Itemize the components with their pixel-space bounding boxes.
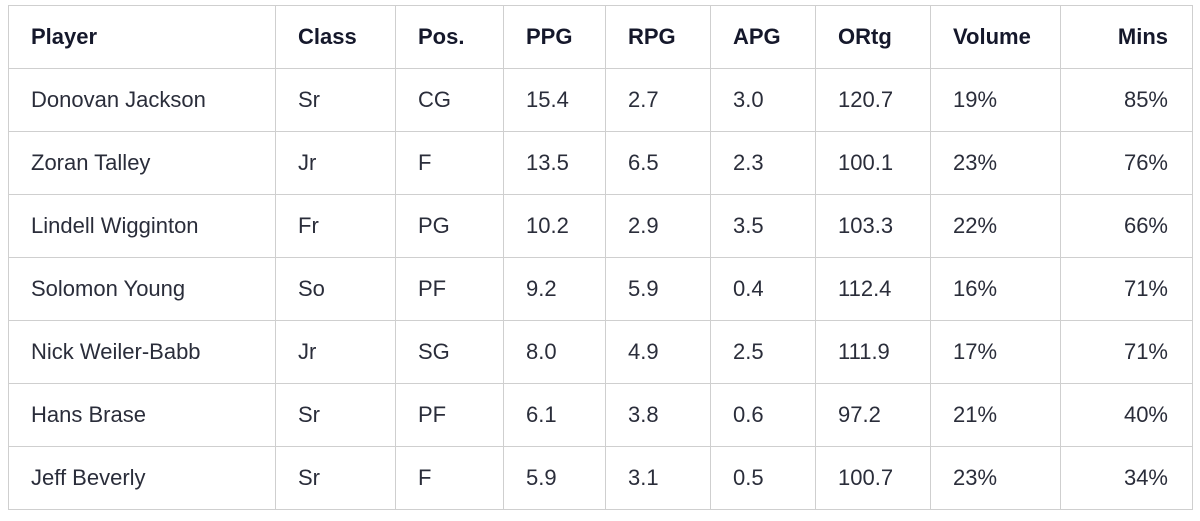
table-cell: 0.6 <box>710 383 816 447</box>
table-cell: 2.3 <box>710 131 816 195</box>
table-row: Solomon Young So PF 9.2 5.9 0.4 112.4 16% 71% <box>8 257 1193 321</box>
table-row: Nick Weiler-Babb Jr SG 8.0 4.9 2.5 111.9 17% 71% <box>8 320 1193 384</box>
table-cell: 3.8 <box>605 383 711 447</box>
table-cell: 112.4 <box>815 257 931 321</box>
table-cell: 3.0 <box>710 68 816 132</box>
table-cell: 34% <box>1060 446 1193 510</box>
table-cell: 120.7 <box>815 68 931 132</box>
table-cell: 15.4 <box>503 68 606 132</box>
table-cell: 71% <box>1060 320 1193 384</box>
table-cell: 5.9 <box>605 257 711 321</box>
table-cell: 97.2 <box>815 383 931 447</box>
table-cell: 0.5 <box>710 446 816 510</box>
table-cell: Sr <box>275 68 396 132</box>
table-cell: Fr <box>275 194 396 258</box>
header-row: Player Class Pos. PPG RPG APG ORtg Volume Mins <box>8 5 1193 69</box>
table-cell: 4.9 <box>605 320 711 384</box>
table-cell: So <box>275 257 396 321</box>
table-cell: F <box>395 131 504 195</box>
header-cell: Volume <box>930 5 1061 69</box>
table-cell: 0.4 <box>710 257 816 321</box>
header-cell: RPG <box>605 5 711 69</box>
table-row: Hans Brase Sr PF 6.1 3.8 0.6 97.2 21% 40% <box>8 383 1193 447</box>
table-cell: Jr <box>275 131 396 195</box>
table-cell: 22% <box>930 194 1061 258</box>
header-cell: Class <box>275 5 396 69</box>
table-row: Donovan Jackson Sr CG 15.4 2.7 3.0 120.7 19% 85% <box>8 68 1193 132</box>
table-cell: Jr <box>275 320 396 384</box>
table-cell: 76% <box>1060 131 1193 195</box>
table-cell: Zoran Talley <box>8 131 276 195</box>
table-cell: 10.2 <box>503 194 606 258</box>
table-row: Lindell Wigginton Fr PG 10.2 2.9 3.5 103.3 22% 6… <box>8 194 1193 258</box>
table-row: Zoran Talley Jr F 13.5 6.5 2.3 100.1 23% 76% <box>8 131 1193 195</box>
table-cell: PF <box>395 383 504 447</box>
table-cell: 21% <box>930 383 1061 447</box>
table-cell: 9.2 <box>503 257 606 321</box>
table-cell: SG <box>395 320 504 384</box>
table-cell: 85% <box>1060 68 1193 132</box>
table-cell: 40% <box>1060 383 1193 447</box>
table-cell: Jeff Beverly <box>8 446 276 510</box>
table-cell: PG <box>395 194 504 258</box>
table-cell: 17% <box>930 320 1061 384</box>
table-cell: 23% <box>930 446 1061 510</box>
table-cell: Solomon Young <box>8 257 276 321</box>
table-cell: Nick Weiler-Babb <box>8 320 276 384</box>
table-cell: 103.3 <box>815 194 931 258</box>
table-cell: 23% <box>930 131 1061 195</box>
table-cell: 16% <box>930 257 1061 321</box>
table-cell: 19% <box>930 68 1061 132</box>
table-cell: 71% <box>1060 257 1193 321</box>
table-cell: 8.0 <box>503 320 606 384</box>
table-body: Donovan Jackson Sr CG 15.4 2.7 3.0 120.7 19% 85%… <box>8 68 1193 510</box>
table-cell: Sr <box>275 383 396 447</box>
header-cell: ORtg <box>815 5 931 69</box>
header-cell: Pos. <box>395 5 504 69</box>
table-cell: 100.7 <box>815 446 931 510</box>
table-cell: 111.9 <box>815 320 931 384</box>
stats-table: Player Class Pos. PPG RPG APG ORtg Volume Mins D… <box>8 5 1193 510</box>
table-cell: Lindell Wigginton <box>8 194 276 258</box>
table-cell: PF <box>395 257 504 321</box>
table-cell: 2.7 <box>605 68 711 132</box>
table-row: Jeff Beverly Sr F 5.9 3.1 0.5 100.7 23% 34% <box>8 446 1193 510</box>
table-cell: 3.1 <box>605 446 711 510</box>
table-cell: 13.5 <box>503 131 606 195</box>
table-cell: 6.1 <box>503 383 606 447</box>
header-cell: Player <box>8 5 276 69</box>
header-cell: PPG <box>503 5 606 69</box>
table-cell: Donovan Jackson <box>8 68 276 132</box>
table-cell: CG <box>395 68 504 132</box>
table-cell: 3.5 <box>710 194 816 258</box>
header-cell: Mins <box>1060 5 1193 69</box>
table-cell: Hans Brase <box>8 383 276 447</box>
table-cell: Sr <box>275 446 396 510</box>
header-cell: APG <box>710 5 816 69</box>
table-cell: 6.5 <box>605 131 711 195</box>
table-cell: F <box>395 446 504 510</box>
table-cell: 100.1 <box>815 131 931 195</box>
table-container: Player Class Pos. PPG RPG APG ORtg Volume Mins D… <box>8 5 1193 510</box>
table-cell: 2.5 <box>710 320 816 384</box>
table-cell: 2.9 <box>605 194 711 258</box>
table-cell: 5.9 <box>503 446 606 510</box>
table-cell: 66% <box>1060 194 1193 258</box>
